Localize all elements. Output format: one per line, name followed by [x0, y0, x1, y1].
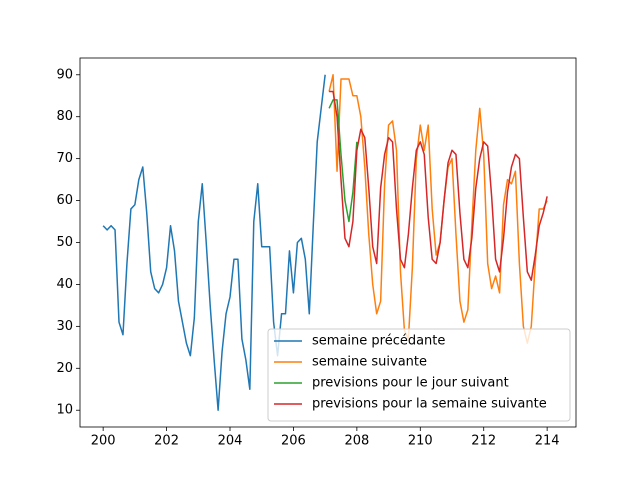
- x-tick-label: 204: [218, 434, 243, 449]
- x-tick-label: 202: [154, 434, 179, 449]
- legend-label: semaine précédante: [312, 334, 445, 349]
- x-tick-label: 200: [91, 434, 116, 449]
- y-tick-label: 80: [56, 109, 73, 124]
- legend-label: semaine suivante: [312, 355, 427, 370]
- series-line: [328, 74, 548, 344]
- y-tick-label: 60: [56, 193, 73, 208]
- y-tick-label: 10: [56, 403, 73, 418]
- y-tick-label: 20: [56, 361, 73, 376]
- y-tick-label: 40: [56, 277, 73, 292]
- axes-frame: [79, 57, 577, 428]
- x-tick-label: 210: [408, 434, 433, 449]
- y-tick-label: 70: [56, 151, 73, 166]
- series-line: [329, 90, 548, 281]
- x-tick-label: 208: [344, 434, 369, 449]
- y-tick-label: 50: [56, 235, 73, 250]
- x-tick-label: 206: [281, 434, 306, 449]
- x-tick-label: 214: [535, 434, 560, 449]
- y-tick-label: 90: [56, 67, 73, 82]
- y-tick-label: 30: [56, 319, 73, 334]
- legend-label: previsions pour le jour suivant: [312, 376, 509, 391]
- x-tick-label: 212: [471, 434, 496, 449]
- legend-box: [267, 328, 571, 422]
- legend-label: previsions pour la semaine suivante: [312, 397, 547, 412]
- series-line: [102, 74, 326, 411]
